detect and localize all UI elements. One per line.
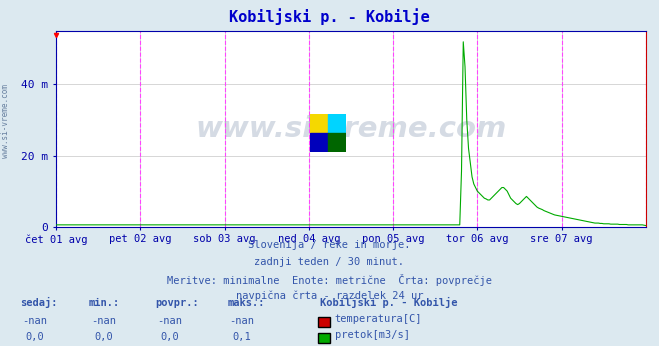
Text: navpična črta - razdelek 24 ur: navpična črta - razdelek 24 ur <box>236 290 423 301</box>
Text: Meritve: minimalne  Enote: metrične  Črta: povprečje: Meritve: minimalne Enote: metrične Črta:… <box>167 274 492 286</box>
Bar <box>328 133 346 152</box>
Text: povpr.:: povpr.: <box>155 298 198 308</box>
Text: Kobiljski p. - Kobilje: Kobiljski p. - Kobilje <box>320 297 457 308</box>
Text: -nan: -nan <box>157 316 182 326</box>
Text: 0,1: 0,1 <box>233 332 251 342</box>
Text: -nan: -nan <box>22 316 47 326</box>
Text: -nan: -nan <box>229 316 254 326</box>
Text: Slovenija / reke in morje.: Slovenija / reke in morje. <box>248 240 411 251</box>
Text: www.si-vreme.com: www.si-vreme.com <box>195 115 507 143</box>
Text: www.si-vreme.com: www.si-vreme.com <box>1 84 10 158</box>
Text: min.:: min.: <box>89 298 120 308</box>
Text: maks.:: maks.: <box>227 298 265 308</box>
Text: -nan: -nan <box>91 316 116 326</box>
Text: pretok[m3/s]: pretok[m3/s] <box>335 330 410 340</box>
Bar <box>310 133 328 152</box>
Text: Kobiljski p. - Kobilje: Kobiljski p. - Kobilje <box>229 9 430 26</box>
Bar <box>310 114 328 133</box>
Text: zadnji teden / 30 minut.: zadnji teden / 30 minut. <box>254 257 405 267</box>
Text: 0,0: 0,0 <box>25 332 43 342</box>
Text: 0,0: 0,0 <box>160 332 179 342</box>
Text: 0,0: 0,0 <box>94 332 113 342</box>
Text: temperatura[C]: temperatura[C] <box>335 314 422 324</box>
Bar <box>328 114 346 133</box>
Text: sedaj:: sedaj: <box>20 297 57 308</box>
